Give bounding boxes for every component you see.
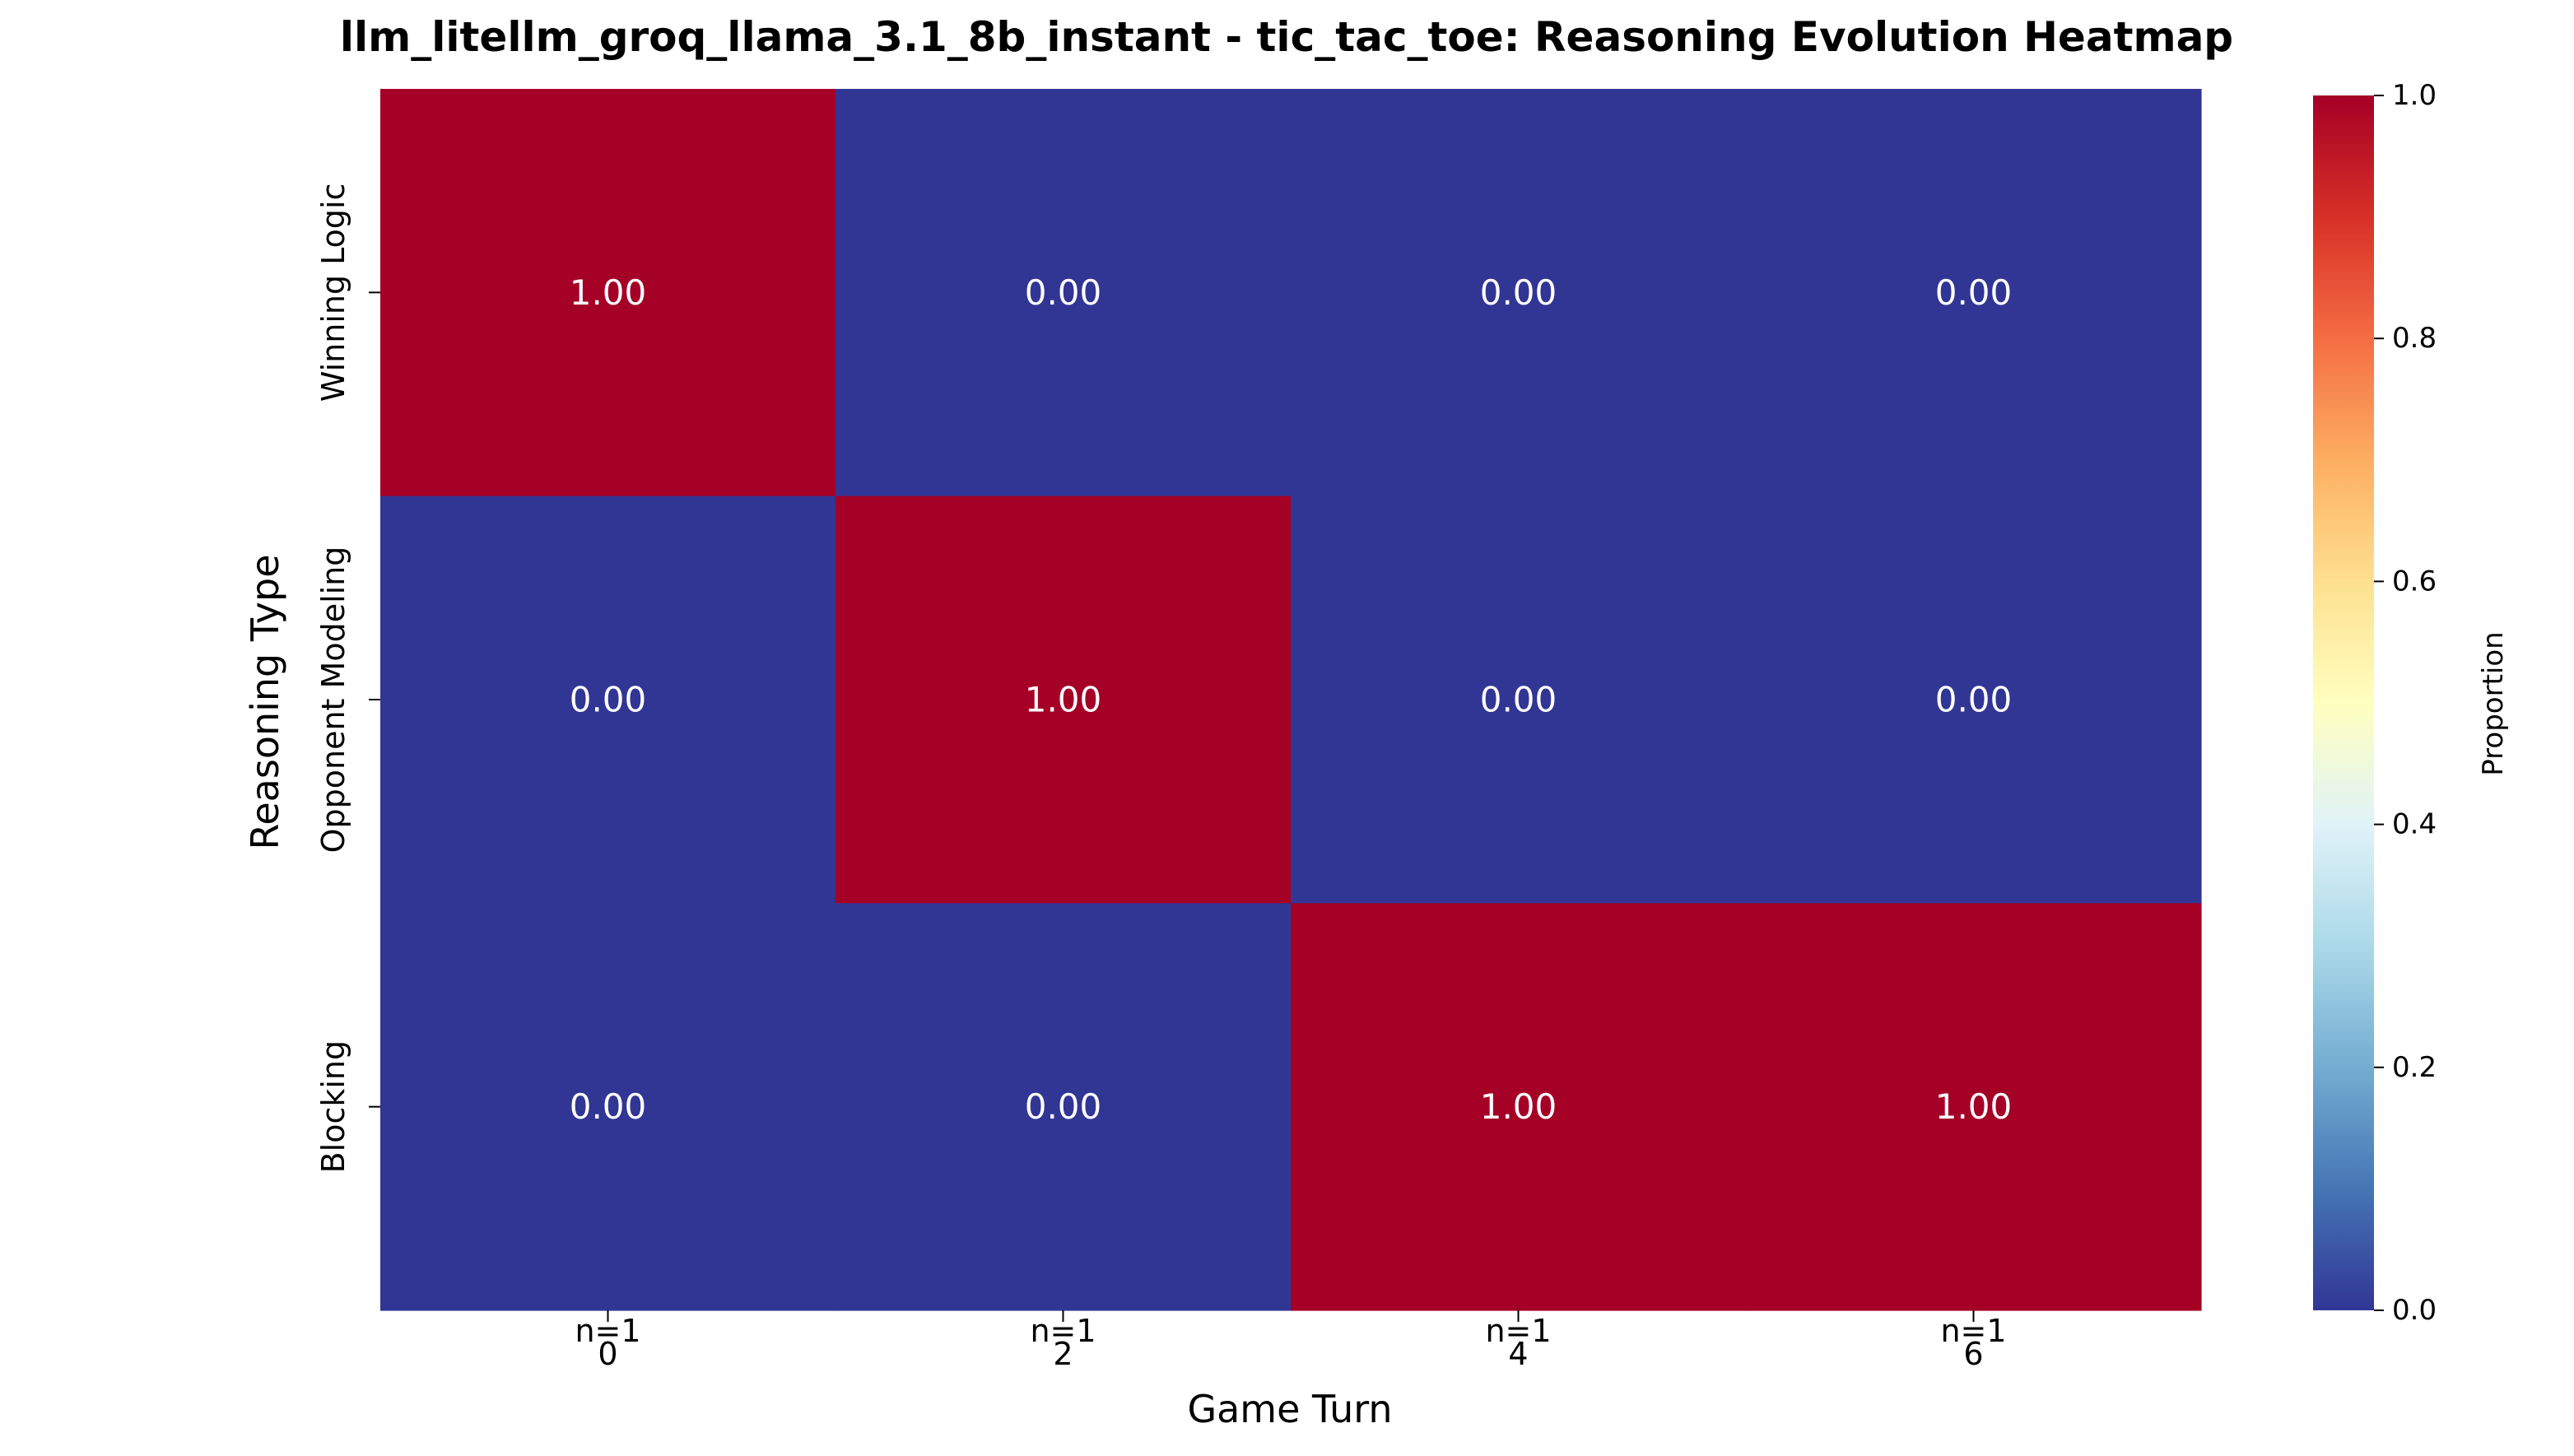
- x-axis-label: Game Turn: [1187, 1387, 1392, 1431]
- cell-value-label: 0.00: [1025, 272, 1102, 313]
- x-sample-size-label: n=1: [575, 1313, 640, 1349]
- x-tick-label: 2: [1053, 1336, 1073, 1372]
- colorbar: 0.0 0.2 0.4 0.6 0.8 1.0: [2313, 79, 2437, 1327]
- colorbar-tick-label: 0.0: [2392, 1294, 2437, 1327]
- heatmap-cells: [380, 89, 2202, 1311]
- heatmap-cell: [1746, 495, 2202, 904]
- cell-value-label: 1.00: [1480, 1086, 1557, 1127]
- heatmap-cell: [380, 89, 836, 497]
- heatmap-cell: [836, 89, 1292, 497]
- cell-value-label: 0.00: [570, 680, 647, 720]
- cell-value-label: 0.00: [1025, 1086, 1102, 1127]
- x-tick-label: 0: [598, 1336, 617, 1372]
- colorbar-tick-label: 0.8: [2392, 322, 2437, 355]
- cell-value-label: 1.00: [1025, 680, 1102, 720]
- y-axis: Winning Logic Opponent Modeling Blocking: [315, 184, 380, 1174]
- cell-value-label: 0.00: [1935, 680, 2013, 720]
- x-sample-size-label: n=1: [1940, 1313, 2006, 1349]
- colorbar-tick-label: 1.0: [2392, 79, 2437, 112]
- heatmap-cell: [380, 903, 836, 1311]
- cell-value-label: 0.00: [1935, 272, 2013, 313]
- colorbar-label: Proportion: [2477, 631, 2510, 775]
- heatmap-cell: [1291, 903, 1747, 1311]
- x-axis: 0n=12n=14n=16n=1: [575, 1310, 2007, 1372]
- heatmap-cell: [1291, 495, 1747, 904]
- x-tick-label: 6: [1963, 1336, 1983, 1372]
- cell-value-label: 1.00: [570, 272, 647, 313]
- y-tick-label: Winning Logic: [315, 184, 351, 402]
- heatmap-cell: [836, 903, 1292, 1311]
- cell-value-label: 0.00: [570, 1086, 647, 1127]
- cell-value-label: 0.00: [1480, 272, 1557, 313]
- x-sample-size-label: n=1: [1485, 1313, 1551, 1349]
- y-axis-label: Reasoning Type: [243, 554, 287, 849]
- y-tick-label: Opponent Modeling: [315, 547, 351, 854]
- chart-title: llm_litellm_groq_llama_3.1_8b_instant - …: [340, 13, 2233, 61]
- heatmap-cell: [380, 495, 836, 904]
- y-tick-label: Blocking: [315, 1040, 351, 1174]
- colorbar-gradient: [2313, 95, 2374, 1310]
- cell-value-label: 0.00: [1480, 680, 1557, 720]
- x-sample-size-label: n=1: [1030, 1313, 1096, 1349]
- heatmap-cell: [836, 495, 1292, 904]
- x-tick-label: 4: [1508, 1336, 1528, 1372]
- heatmap-cell: [1746, 903, 2202, 1311]
- heatmap-cell: [1291, 89, 1747, 497]
- colorbar-tick-label: 0.6: [2392, 565, 2437, 598]
- heatmap-cell: [1746, 89, 2202, 497]
- colorbar-tick-label: 0.2: [2392, 1051, 2437, 1084]
- colorbar-tick-label: 0.4: [2392, 808, 2437, 841]
- cell-value-label: 1.00: [1935, 1086, 2013, 1127]
- cell-value-labels: 1.00 0.00 0.00 0.00 0.00 1.00 0.00 0.00 0.00 0.00…: [570, 272, 2013, 1127]
